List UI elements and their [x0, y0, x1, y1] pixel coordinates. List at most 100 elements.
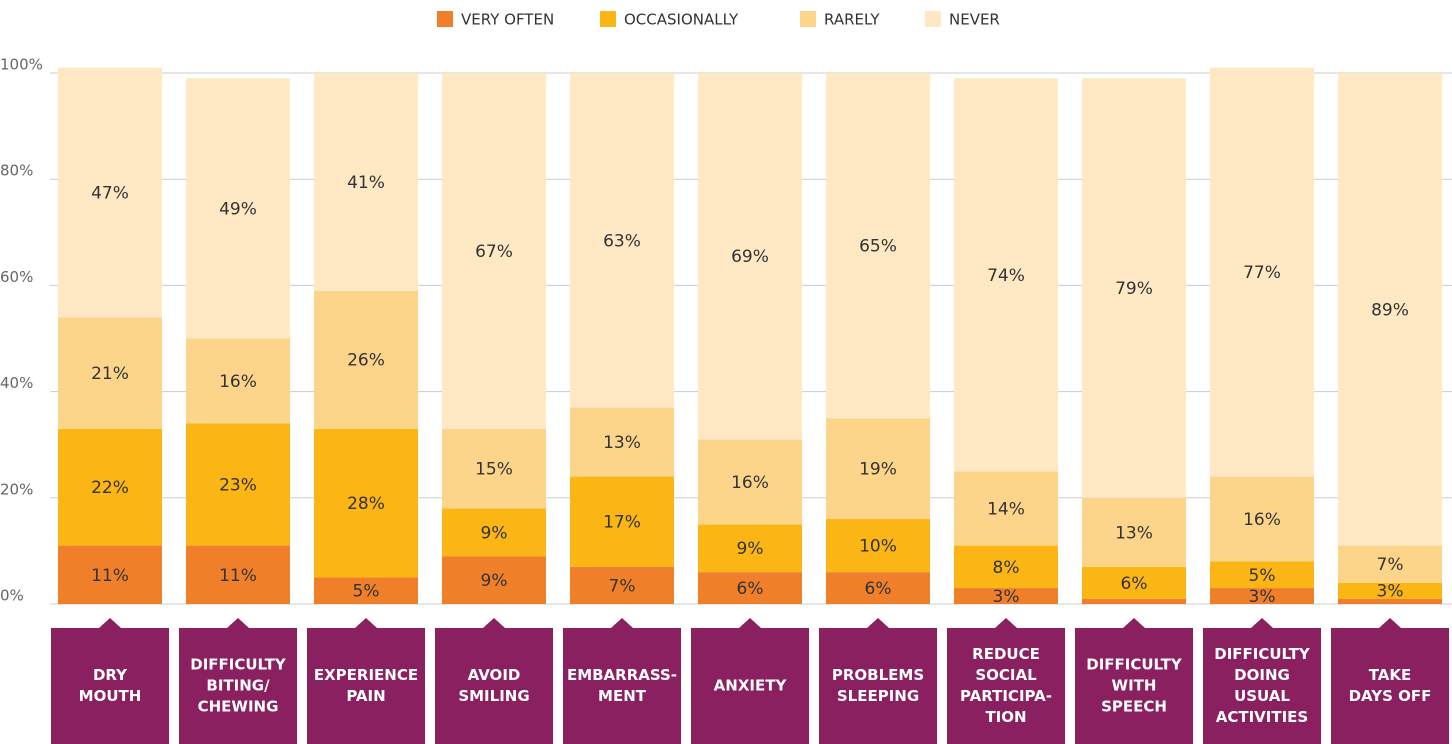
bar-segment	[314, 73, 418, 291]
bar-segment	[826, 572, 930, 604]
category-label: SPEECH	[1101, 698, 1167, 716]
bar-segment	[442, 73, 546, 429]
legend-swatch	[800, 11, 816, 27]
bar-segment	[1082, 497, 1186, 567]
data-label: 7%	[1377, 555, 1404, 575]
category-label: SMILING	[458, 687, 529, 705]
category-label: DIFFICULTY	[1214, 645, 1311, 663]
data-label: 16%	[1243, 510, 1281, 530]
bar-segment	[1210, 476, 1314, 562]
bar-segment	[570, 476, 674, 567]
bar-segment	[826, 519, 930, 573]
data-label: 3%	[993, 587, 1020, 607]
legend-label: OCCASIONALLY	[624, 11, 739, 29]
category-label: REDUCE	[972, 645, 1040, 663]
bar-segment	[1338, 73, 1442, 546]
bar-segment	[314, 428, 418, 578]
legend-label: NEVER	[949, 11, 1000, 29]
bar-segment	[186, 423, 290, 546]
data-label: 11%	[219, 566, 257, 586]
data-label: 16%	[731, 473, 769, 493]
bar-segment	[1338, 582, 1442, 599]
data-label: 15%	[475, 460, 513, 480]
data-label: 77%	[1243, 263, 1281, 283]
data-label: 67%	[475, 242, 513, 262]
category-box	[1203, 618, 1321, 744]
category-label: PARTICIPA-	[960, 687, 1052, 705]
bar-segment	[58, 545, 162, 604]
y-tick-label: 40%	[0, 374, 33, 392]
category-label: TION	[985, 708, 1026, 726]
bar-segment	[954, 588, 1058, 604]
category-label: MOUTH	[79, 687, 142, 705]
category-label: ANXIETY	[714, 677, 788, 695]
data-label: 47%	[91, 183, 129, 203]
category-box	[1075, 618, 1193, 744]
bar-segment	[58, 317, 162, 429]
data-label: 6%	[1121, 574, 1148, 594]
category-label: SOCIAL	[975, 666, 1037, 684]
bar-segment	[698, 572, 802, 604]
category-label: WITH	[1112, 677, 1157, 695]
data-label: 13%	[1115, 523, 1153, 543]
category-label: USUAL	[1234, 687, 1290, 705]
data-label: 69%	[731, 247, 769, 267]
data-label: 49%	[219, 199, 257, 219]
data-label: 19%	[859, 460, 897, 480]
y-tick-label: 100%	[0, 56, 43, 74]
category-box	[179, 618, 297, 744]
category-label: MENT	[598, 687, 647, 705]
bar-segment	[954, 471, 1058, 546]
bar-segment	[1338, 545, 1442, 583]
data-label: 5%	[1249, 566, 1276, 586]
data-label: 6%	[737, 579, 764, 599]
category-box	[435, 618, 553, 744]
bar-segment	[826, 73, 930, 419]
bar-segment	[58, 428, 162, 546]
data-label: 11%	[91, 566, 129, 586]
legend-swatch	[600, 11, 616, 27]
bar-segment	[570, 566, 674, 604]
category-label: BITING/	[206, 677, 270, 695]
legend-label: RARELY	[824, 11, 880, 29]
bar-segment	[570, 407, 674, 477]
category-box	[819, 618, 937, 744]
data-label: 28%	[347, 494, 385, 514]
category-label: DRY	[93, 666, 128, 684]
category-label: EMBARRASS-	[567, 666, 677, 684]
category-box	[691, 618, 809, 744]
category-label: PROBLEMS	[832, 666, 924, 684]
bar-segment	[1210, 588, 1314, 604]
category-label: TAKE	[1369, 666, 1412, 684]
bar-segment	[186, 78, 290, 339]
data-label: 23%	[219, 476, 257, 496]
y-tick-label: 0%	[0, 587, 24, 605]
data-label: 13%	[603, 433, 641, 453]
data-label: 6%	[865, 579, 892, 599]
category-box	[307, 618, 425, 744]
legend-swatch	[925, 11, 941, 27]
data-label: 14%	[987, 499, 1025, 519]
y-tick-label: 20%	[0, 480, 33, 498]
bar-segment	[442, 556, 546, 604]
bar-segment	[442, 428, 546, 509]
category-label: DOING	[1234, 666, 1290, 684]
data-label: 74%	[987, 266, 1025, 286]
data-label: 10%	[859, 537, 897, 557]
bar-segment	[698, 524, 802, 573]
bar-segment	[1210, 561, 1314, 589]
data-label: 7%	[609, 576, 636, 596]
bar-segment	[1082, 566, 1186, 599]
bar-segment	[570, 73, 674, 408]
bar-segment	[186, 338, 290, 424]
category-label: DIFFICULTY	[1086, 656, 1183, 674]
category-label: ACTIVITIES	[1216, 708, 1308, 726]
bar-segment	[314, 290, 418, 429]
data-label: 17%	[603, 513, 641, 533]
data-label: 26%	[347, 351, 385, 371]
category-box	[947, 618, 1065, 744]
category-label: AVOID	[468, 666, 521, 684]
data-label: 79%	[1115, 279, 1153, 299]
data-label: 16%	[219, 372, 257, 392]
category-label: CHEWING	[198, 698, 279, 716]
